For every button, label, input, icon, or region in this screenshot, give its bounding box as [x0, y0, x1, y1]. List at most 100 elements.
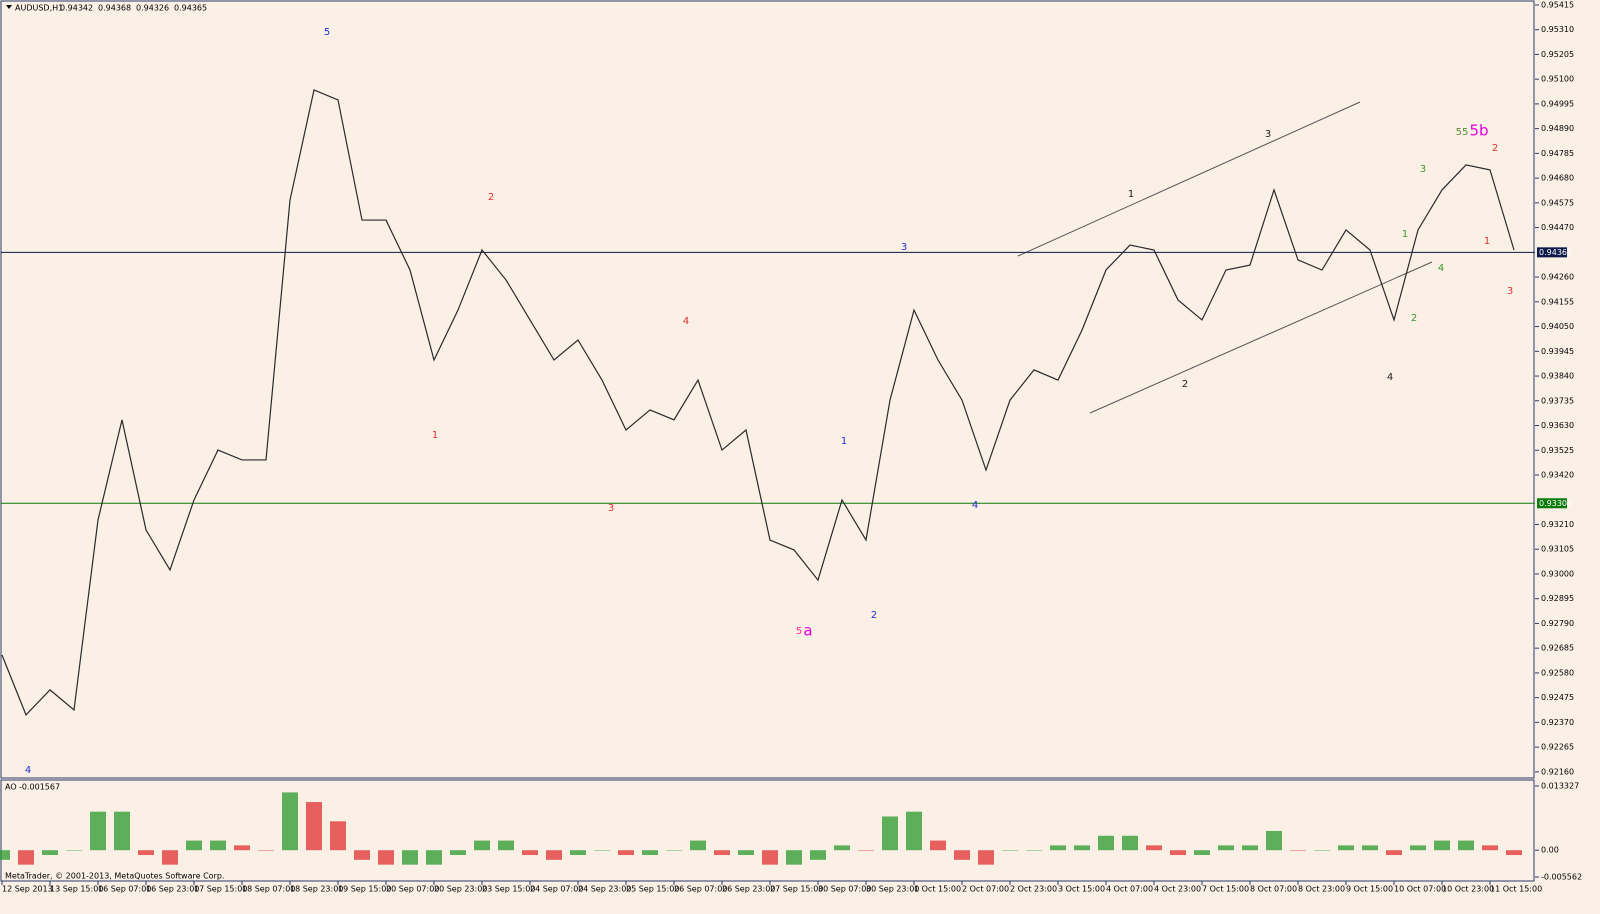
price-line-series: [1, 89, 1515, 716]
y-tick-label: 0.93000: [1541, 569, 1574, 578]
wave-label: 4: [1438, 263, 1444, 274]
x-tick-label: 20 Sep 07:00: [386, 885, 439, 894]
x-tick-label: 10 Oct 23:00: [1442, 885, 1494, 894]
ao-bar: [498, 840, 514, 851]
ao-bar: [714, 850, 730, 856]
ao-bar: [234, 845, 250, 851]
ao-bar: [42, 850, 58, 856]
ao-bar: [258, 850, 274, 851]
ao-bar: [138, 850, 154, 856]
x-tick-label: 17 Sep 15:00: [194, 885, 247, 894]
x-tick-label: 13 Sep 15:00: [50, 885, 103, 894]
y-tick-label: 0.94890: [1541, 124, 1574, 133]
ao-bar: [1146, 845, 1162, 851]
x-tick-label: 8 Oct 23:00: [1298, 885, 1345, 894]
ao-bar: [186, 840, 202, 851]
y-tick-label: 0.92475: [1541, 693, 1574, 702]
ao-bar: [426, 850, 442, 865]
y-tick-label: 0.94155: [1541, 297, 1574, 306]
price-box: [1537, 498, 1567, 509]
x-tick-label: 4 Oct 23:00: [1154, 885, 1201, 894]
y-tick-label: 0.94680: [1541, 174, 1574, 183]
y-tick-label: 0.95310: [1541, 25, 1574, 34]
ao-bar: [1482, 845, 1498, 851]
y-tick-label: 0.95100: [1541, 75, 1574, 84]
ao-bar: [906, 811, 922, 851]
price-box: [1537, 247, 1567, 258]
ao-bar: [1002, 850, 1018, 851]
ao-bar: [162, 850, 178, 865]
y-tick-label: 0.93525: [1541, 446, 1574, 455]
y-tick-label: 0.94995: [1541, 99, 1574, 108]
ao-bar: [378, 850, 394, 865]
y-tick-label: 0.92580: [1541, 668, 1574, 677]
y-tick-label: 0.92685: [1541, 644, 1574, 653]
y-tick-label: 0.93840: [1541, 372, 1574, 381]
ao-bar: [786, 850, 802, 865]
ohlc-value: 0.94368: [98, 4, 131, 13]
x-tick-label: 8 Oct 07:00: [1250, 885, 1297, 894]
x-tick-label: 3 Oct 15:00: [1058, 885, 1105, 894]
x-tick-label: 2 Oct 23:00: [1010, 885, 1057, 894]
ao-bar: [690, 840, 706, 851]
ao-bar: [1362, 845, 1378, 851]
y-tick-label: 0.92370: [1541, 718, 1574, 727]
y-tick-label: 0.93735: [1541, 396, 1574, 405]
indicator-tick-label: 0.00: [1541, 846, 1559, 855]
y-tick-label: 0.94470: [1541, 223, 1574, 232]
ao-bar: [210, 840, 226, 851]
wave-label: 3: [1420, 164, 1426, 175]
ao-bar: [1170, 850, 1186, 856]
x-tick-label: 9 Oct 15:00: [1346, 885, 1393, 894]
ao-bar: [522, 850, 538, 856]
wave-label: 3: [1507, 286, 1513, 297]
wave-label: a: [803, 622, 812, 640]
y-tick-label: 0.94785: [1541, 149, 1574, 158]
wave-label: 4: [1387, 372, 1393, 383]
x-tick-label: 30 Sep 23:00: [866, 885, 919, 894]
wave-label: 1: [432, 430, 438, 441]
x-tick-label: 1 Oct 15:00: [914, 885, 961, 894]
indicator-tick-label: 0.013327: [1541, 782, 1579, 791]
y-tick-label: 0.92790: [1541, 619, 1574, 628]
x-tick-label: 18 Sep 23:00: [290, 885, 343, 894]
wave-label: 1: [1484, 236, 1490, 247]
wave-label: 3: [901, 242, 907, 253]
indicator-name: AO: [5, 783, 17, 792]
ao-bar: [90, 811, 106, 851]
x-tick-label: 26 Sep 23:00: [722, 885, 775, 894]
ao-bar: [18, 850, 34, 865]
x-tick-label: 2 Oct 07:00: [962, 885, 1009, 894]
ohlc-value: 0.94326: [136, 4, 169, 13]
wave-label: 5: [796, 626, 802, 637]
indicator-tick-label: -0.005562: [1541, 873, 1582, 882]
ao-bar: [1434, 840, 1450, 851]
ao-bar: [1314, 850, 1330, 851]
y-tick-label: 0.94575: [1541, 198, 1574, 207]
indicator-value: -0.001567: [19, 783, 60, 792]
x-tick-label: 19 Sep 15:00: [338, 885, 391, 894]
x-tick-label: 18 Sep 07:00: [242, 885, 295, 894]
x-tick-label: 25 Sep 15:00: [626, 885, 679, 894]
ao-bar: [282, 792, 298, 851]
wave-label: 1: [841, 436, 847, 447]
x-tick-label: 12 Sep 2013: [2, 885, 53, 894]
y-tick-label: 0.95205: [1541, 50, 1574, 59]
ao-bar: [474, 840, 490, 851]
ao-bar: [1386, 850, 1402, 856]
ao-bar: [402, 850, 418, 865]
ao-bar: [978, 850, 994, 865]
wave-label: 2: [488, 192, 494, 203]
ao-bar: [1338, 845, 1354, 851]
ao-bar: [1122, 835, 1138, 851]
ao-bar: [882, 816, 898, 851]
ao-bar: [1290, 850, 1306, 851]
y-tick-label: 0.93945: [1541, 347, 1574, 356]
wave-label: 1: [1128, 189, 1134, 200]
ao-bar: [114, 811, 130, 851]
x-tick-label: 24 Sep 07:00: [530, 885, 583, 894]
symbol: AUDUSD,H1: [15, 4, 63, 13]
ao-bar: [570, 850, 586, 856]
x-tick-label: 24 Sep 23:00: [578, 885, 631, 894]
y-tick-label: 0.93105: [1541, 545, 1574, 554]
